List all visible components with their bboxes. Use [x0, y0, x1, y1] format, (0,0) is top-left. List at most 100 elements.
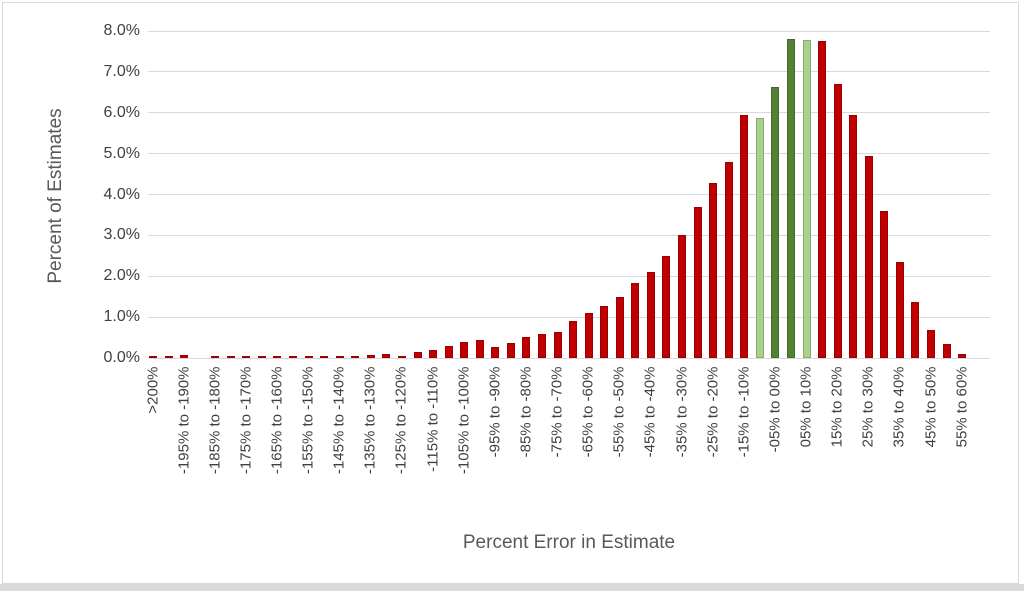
bar [958, 353, 967, 358]
x-tick-label: -145% to -140% [330, 366, 348, 474]
x-axis-title: Percent Error in Estimate [462, 532, 676, 553]
bar [818, 41, 827, 358]
gridline [148, 357, 990, 359]
bar [678, 234, 687, 358]
gridline [148, 30, 990, 32]
x-tick-label: -35% to -30% [673, 366, 691, 457]
x-tick-label: -85% to -80% [517, 366, 535, 457]
bar [211, 355, 220, 358]
y-tick-label: 6.0% [103, 103, 140, 121]
bar [693, 206, 702, 358]
bar [833, 84, 842, 358]
bar [164, 355, 173, 358]
gridline [148, 71, 990, 73]
bar [351, 355, 360, 358]
bar [429, 349, 438, 358]
bar [538, 334, 546, 358]
bar [522, 336, 531, 358]
x-tick-label: 25% to 30% [859, 366, 877, 447]
gridline [148, 112, 990, 114]
y-tick-label: 1.0% [103, 308, 140, 326]
bar [615, 296, 624, 358]
x-tick-label: >200% [144, 366, 161, 414]
bar [180, 355, 189, 358]
bar [927, 329, 935, 358]
x-tick-label: -15% to -10% [735, 366, 753, 457]
bar [802, 40, 811, 358]
gridline [148, 153, 990, 155]
bar [755, 117, 764, 358]
bar [460, 341, 469, 358]
bar [584, 312, 593, 358]
x-tick-label: -155% to -150% [299, 366, 317, 474]
bar [444, 345, 453, 358]
bar [600, 306, 609, 358]
x-tick-label: -55% to -50% [610, 366, 628, 457]
gridline [148, 316, 990, 318]
bar [289, 355, 298, 358]
bar [646, 271, 655, 358]
bar [320, 355, 329, 358]
y-tick-label: 5.0% [103, 144, 140, 162]
bar [506, 343, 515, 358]
x-tick-label: 35% to 40% [890, 366, 908, 447]
y-tick-label: 4.0% [103, 185, 140, 203]
bar [569, 320, 578, 358]
x-tick-label: -95% to -90% [486, 366, 504, 457]
x-tick-label: 05% to 10% [797, 366, 815, 447]
bar [849, 114, 858, 358]
y-tick-label: 0.0% [103, 349, 140, 366]
window-bottom-strip [0, 584, 1024, 591]
bar [475, 340, 484, 358]
y-tick-label: 3.0% [103, 226, 140, 244]
bar [413, 352, 422, 358]
y-tick-label: 2.0% [103, 267, 140, 285]
bar [366, 355, 375, 358]
bar [942, 344, 951, 358]
x-tick-label: 15% to 20% [828, 366, 846, 447]
bar [662, 255, 671, 358]
x-tick-label: 45% to 50% [922, 366, 939, 447]
x-tick-label: -115% to -110% [424, 366, 442, 472]
gridline [148, 234, 990, 236]
bar [631, 282, 640, 358]
bar [382, 353, 391, 358]
y-tick-label: 8.0% [103, 22, 140, 39]
x-tick-label: -25% to -20% [704, 366, 722, 457]
bar [335, 355, 344, 358]
y-tick-label: 7.0% [103, 62, 140, 80]
x-tick-label: -65% to -60% [579, 366, 597, 457]
plot-area [148, 30, 990, 359]
bar [895, 261, 904, 358]
x-tick-label: -135% to -130% [361, 366, 379, 474]
bar [553, 332, 562, 358]
y-axis-title: Percent of Estimates [45, 108, 66, 284]
x-tick-label: -105% to -100% [455, 366, 473, 474]
bar [740, 114, 749, 358]
x-tick-label: -175% to -170% [237, 366, 255, 474]
x-tick-label: 55% to 60% [953, 366, 971, 447]
gridline [148, 275, 990, 277]
bar [304, 355, 313, 358]
x-tick-label: -165% to -160% [268, 366, 286, 474]
bar [257, 355, 266, 358]
bar [149, 355, 157, 358]
bar [709, 183, 718, 358]
bar [397, 355, 406, 358]
bar [273, 355, 282, 358]
bar [491, 347, 500, 358]
x-tick-label: -45% to -40% [641, 366, 659, 457]
bar [724, 162, 733, 358]
bar [771, 86, 780, 358]
bar [226, 355, 235, 358]
bar [864, 155, 873, 358]
bar [242, 355, 251, 358]
x-tick-label: -185% to -180% [206, 366, 224, 474]
x-tick-label: -75% to -70% [548, 366, 566, 457]
x-tick-label: -125% to -120% [392, 366, 410, 474]
x-tick-label: -05% to 00% [766, 366, 784, 452]
bar [911, 302, 920, 358]
x-tick-label: -195% to -190% [175, 366, 193, 474]
bar [880, 210, 889, 358]
